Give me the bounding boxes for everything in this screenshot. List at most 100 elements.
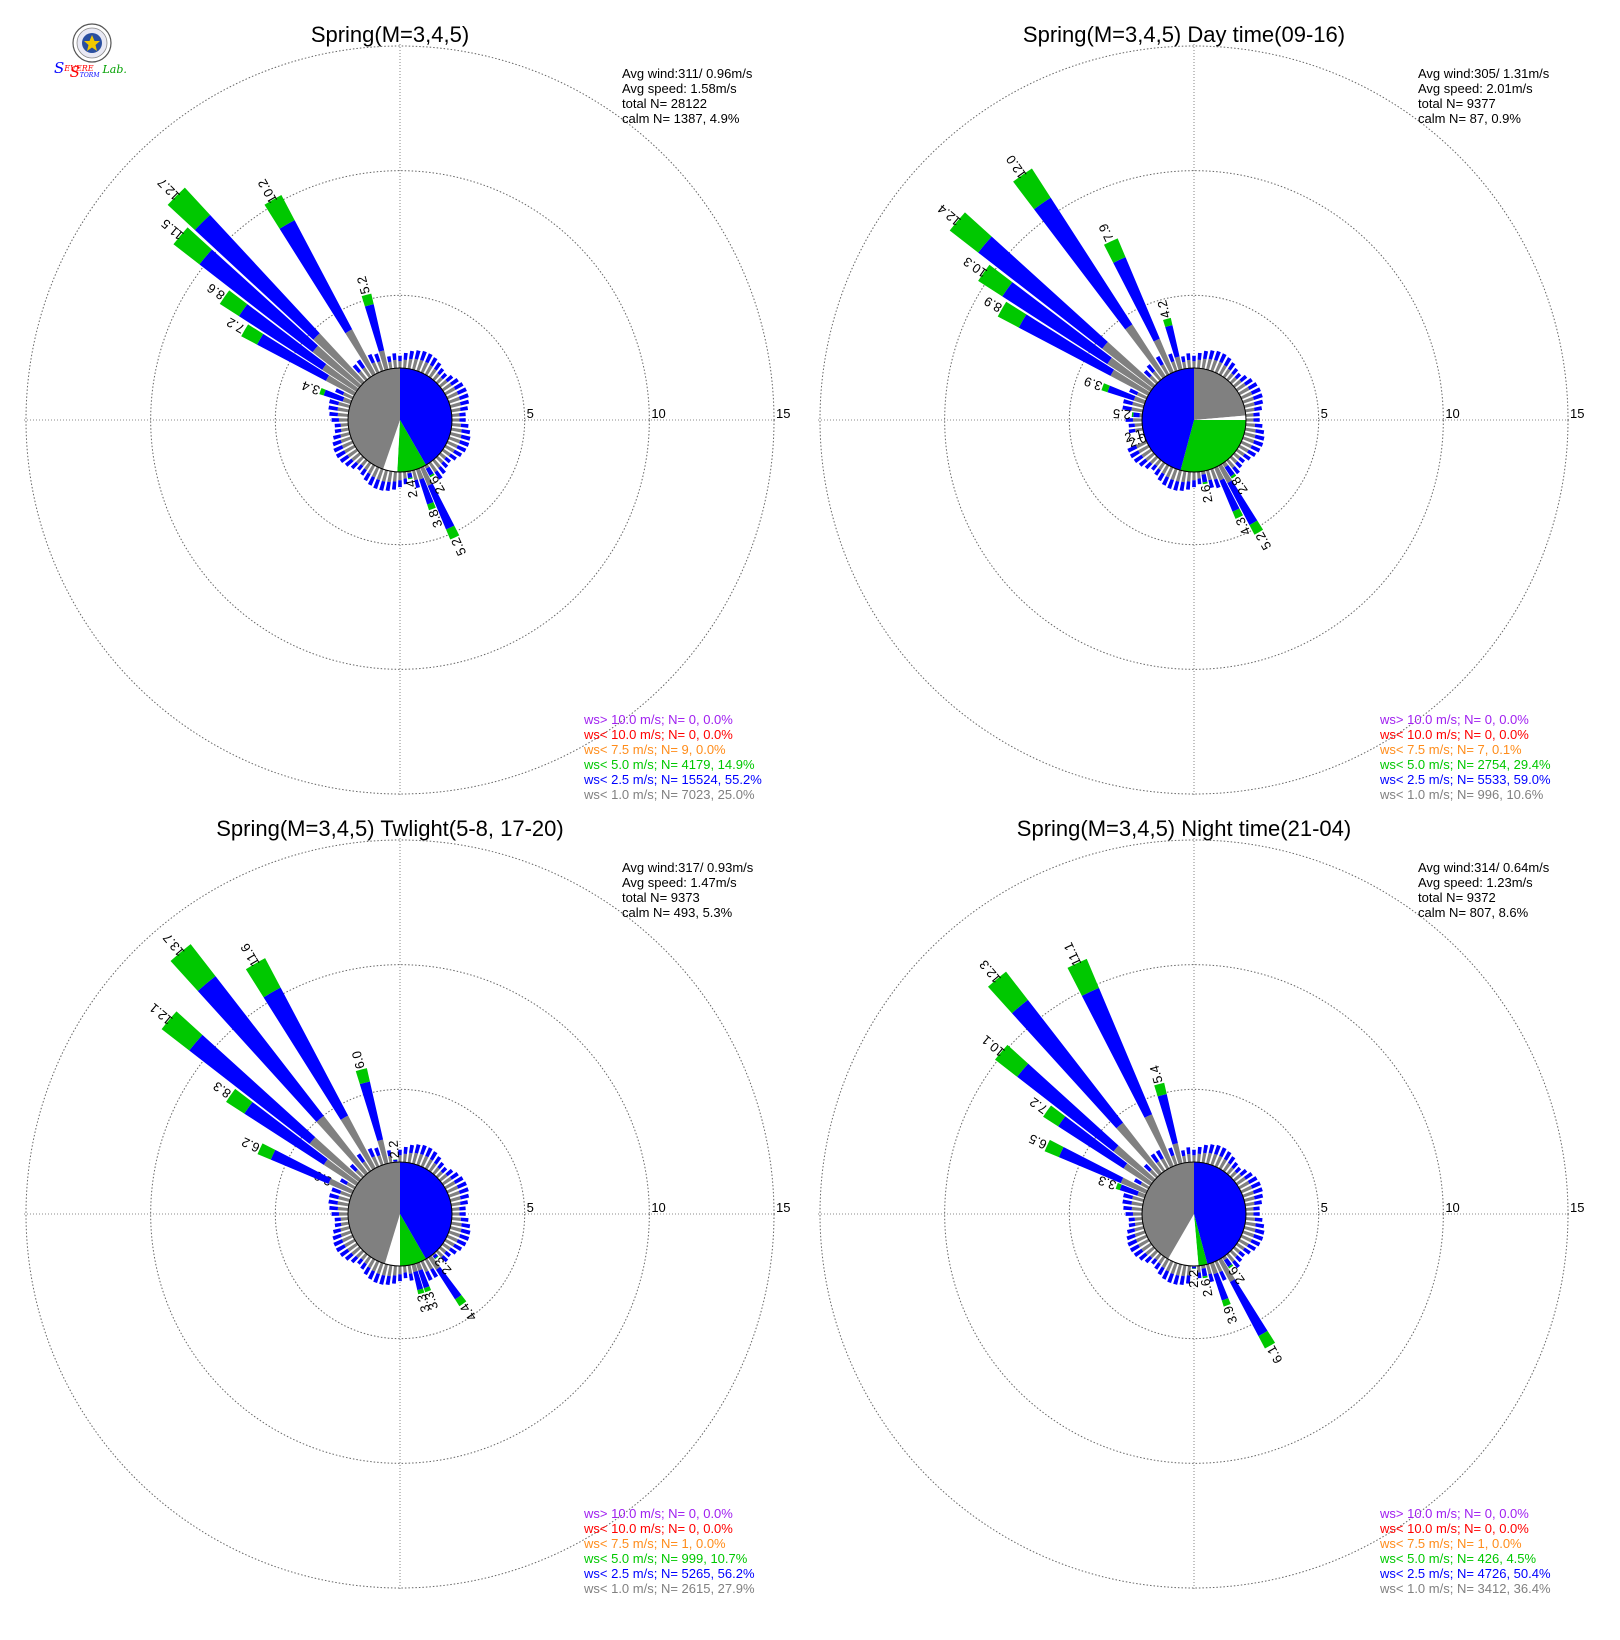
wind-bar-segment [367,1258,376,1269]
wind-bar-segment [431,1252,436,1257]
wind-bar-segment [335,388,345,396]
wind-bar-segment [1172,1143,1183,1165]
wind-bar-segment [226,1088,253,1114]
wind-bar-segment [393,1159,398,1160]
wind-bar-segment [1234,1166,1242,1174]
wind-bar-segment [377,1139,389,1165]
wind-bar-segment [438,379,448,388]
wind-bar-segment [340,1190,352,1198]
wind-bar-segment [1197,352,1202,360]
logo-text-torm: TORM [79,72,100,79]
wind-bar-segment [1254,1228,1265,1235]
wind-bar-segment [460,1228,471,1235]
wind-bar-segment [1161,464,1170,475]
logo-text-s2: S [69,63,80,81]
wind-bar-segment [340,1221,350,1227]
wind-bar-segment [446,440,458,449]
wind-bar-segment [363,1266,371,1276]
wind-bar-segment [453,449,463,458]
bar-label: 2.2 [386,1140,403,1159]
stats-line: Avg wind:314/ 0.64m/s [1418,860,1550,875]
wind-bar-segment [417,1288,425,1295]
wind-bar-segment [346,1182,356,1190]
pie-outline [347,1161,453,1267]
wind-bar-segment [334,423,341,428]
wind-bar-segment [1245,418,1254,422]
wind-bar-segment [424,1258,434,1270]
wind-bar-segment [1238,386,1250,396]
wind-bar-segment [1107,385,1136,401]
wind-bar-segment [1230,473,1237,479]
wind-bar-segment [1157,1266,1165,1276]
speed-pie-slice [400,1214,426,1266]
wind-bar-segment [432,372,440,382]
wind-bar-segment [1229,1249,1238,1258]
pie-outline [1141,1161,1247,1267]
wind-bar-segment [459,440,470,447]
wind-bar-segment [1141,1242,1153,1252]
wind-bar-segment [1222,1162,1231,1173]
wind-bar-segment [328,405,339,411]
wind-bar-segment [1191,1266,1197,1269]
wind-bar-segment [438,465,446,475]
wind-bar-segment [1160,364,1170,376]
wind-bar-segment [407,1264,413,1274]
wind-rose-panel-1: Spring(M=3,4,5)5 10 155.23.82.62.43.47.28.… [24,22,790,802]
wind-bar-segment [440,1166,448,1174]
wind-bar-segment [1229,377,1237,385]
pie-outline [347,367,453,473]
wind-bar-segment [433,362,442,371]
wind-bar-segment [340,432,351,438]
wind-bar-segment [459,1212,466,1216]
wind-bar-segment [398,471,402,481]
bar-label: 2.0 [1127,430,1149,450]
wind-bar-segment [1126,1228,1136,1234]
stats-line: Avg wind:317/ 0.93m/s [622,860,754,875]
wind-bar-segment [1133,1248,1144,1258]
wind-bar-segment [434,1255,439,1260]
wind-bar-segment [1154,1262,1161,1270]
wind-bar-segment [1134,423,1143,427]
wind-bar-segment [1140,1182,1150,1190]
legend-entry: ws< 1.0 m/s; N= 2615, 27.9% [583,1581,755,1596]
legend-entry: ws< 7.5 m/s; N= 1, 0.0% [583,1536,726,1551]
logo-text-s1: S [54,59,65,77]
wind-bar-segment [429,1151,438,1161]
wind-bar-segment [427,483,455,530]
wind-bar-segment [1242,436,1255,444]
wind-bar-segment [1250,445,1261,453]
wind-bar-segment [1120,1177,1148,1194]
stats-line: calm N= 87, 0.9% [1418,111,1521,126]
wind-bar-segment [1214,361,1223,374]
wind-bar-segment [244,1101,328,1165]
wind-bar-segment [379,480,386,491]
wind-bar-segment [1155,355,1164,366]
wind-bar-segment [377,361,384,372]
wind-bar-segment [1110,369,1150,396]
wind-bar-segment [1192,355,1196,362]
wind-bar-segment [1127,1239,1138,1247]
wind-bar-segment [403,478,408,485]
wind-bar-segment [1238,1250,1246,1258]
wind-bar-segment [459,399,470,406]
speed-pie-slice [400,368,453,466]
wind-bar-segment [1165,466,1174,478]
chart-title: Spring(M=3,4,5) [311,22,469,47]
wind-bar-segment [978,236,1108,349]
wind-bar-segment [1206,358,1212,371]
wind-bar-segment [1179,1275,1185,1286]
legend-entry: ws< 2.5 m/s; N= 15524, 55.2% [583,772,762,787]
wind-bar-segment [1247,1243,1257,1252]
speed-pie-slice [400,1162,453,1260]
wind-bar-segment [337,1201,350,1207]
wind-bar-segment [374,1147,381,1157]
wind-bar-segment [435,455,444,464]
wind-bar-segment [1135,440,1148,449]
wind-bar-segment [425,466,434,476]
wind-bar-segment [1214,1144,1221,1155]
stats-line: Avg speed: 1.58m/s [622,81,737,96]
wind-bar-segment [997,301,1027,328]
wind-bar-segment [1131,407,1144,413]
chart-title: Spring(M=3,4,5) Day time(09-16) [1023,22,1345,47]
wind-bar-segment [1138,1238,1150,1248]
